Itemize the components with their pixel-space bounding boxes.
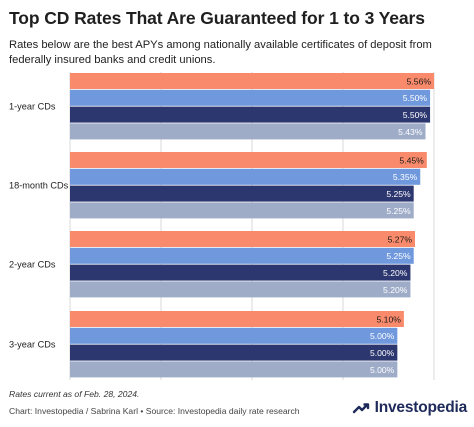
data-label: 5.45%	[399, 155, 424, 165]
data-label: 5.27%	[388, 234, 413, 244]
data-label: 5.20%	[383, 268, 408, 278]
data-label: 5.56%	[407, 76, 432, 86]
category-label: 18-month CDs	[9, 181, 69, 191]
data-label: 5.50%	[403, 93, 428, 103]
bar	[70, 361, 398, 378]
data-label: 5.00%	[370, 348, 395, 358]
bar	[70, 106, 431, 123]
data-label: 5.25%	[386, 251, 411, 261]
bar	[70, 168, 421, 185]
footnote: Rates current as of Feb. 28, 2024.	[9, 389, 140, 399]
bar	[70, 231, 416, 247]
data-label: 5.10%	[377, 314, 402, 324]
data-label: 5.00%	[370, 331, 395, 341]
data-label: 5.25%	[386, 206, 411, 216]
category-label: 2-year CDs	[9, 260, 56, 270]
bar	[70, 73, 434, 89]
data-label: 5.25%	[386, 189, 411, 199]
bar-series	[70, 73, 434, 378]
data-label: 5.50%	[403, 110, 428, 120]
bar	[70, 344, 398, 361]
bar	[70, 311, 404, 327]
bar	[70, 264, 411, 281]
chart-credit: Chart: Investopedia / Sabrina Karl • Sou…	[9, 406, 300, 416]
bar	[70, 89, 431, 106]
bar	[70, 123, 426, 140]
bar	[70, 247, 414, 264]
category-labels: 1-year CDs 18-month CDs 2-year CDs 3-year C…	[9, 102, 69, 350]
data-labels: 5.56% 5.50% 5.50% 5.43% 5.45% 5.35% 5.25% 5.25%…	[370, 76, 431, 374]
investopedia-logo: Investopedia	[352, 399, 467, 417]
data-label: 5.43%	[398, 127, 423, 137]
bar	[70, 281, 411, 298]
bar-chart: 1-year CDs 18-month CDs 2-year CDs 3-year C…	[9, 72, 435, 380]
bar	[70, 152, 427, 168]
category-label: 1-year CDs	[9, 102, 56, 112]
data-label: 5.00%	[370, 365, 395, 375]
chart-title: Top CD Rates That Are Guaranteed for 1 t…	[9, 8, 425, 28]
data-label: 5.20%	[383, 285, 408, 295]
chart-subtitle: Rates below are the best APYs among nati…	[9, 39, 432, 66]
data-label: 5.35%	[393, 172, 418, 182]
category-label: 3-year CDs	[9, 340, 56, 350]
bar	[70, 202, 414, 219]
bar	[70, 185, 414, 202]
logo-mark-icon	[352, 403, 369, 414]
bar	[70, 327, 398, 344]
brand-name: Investopedia	[374, 399, 468, 416]
